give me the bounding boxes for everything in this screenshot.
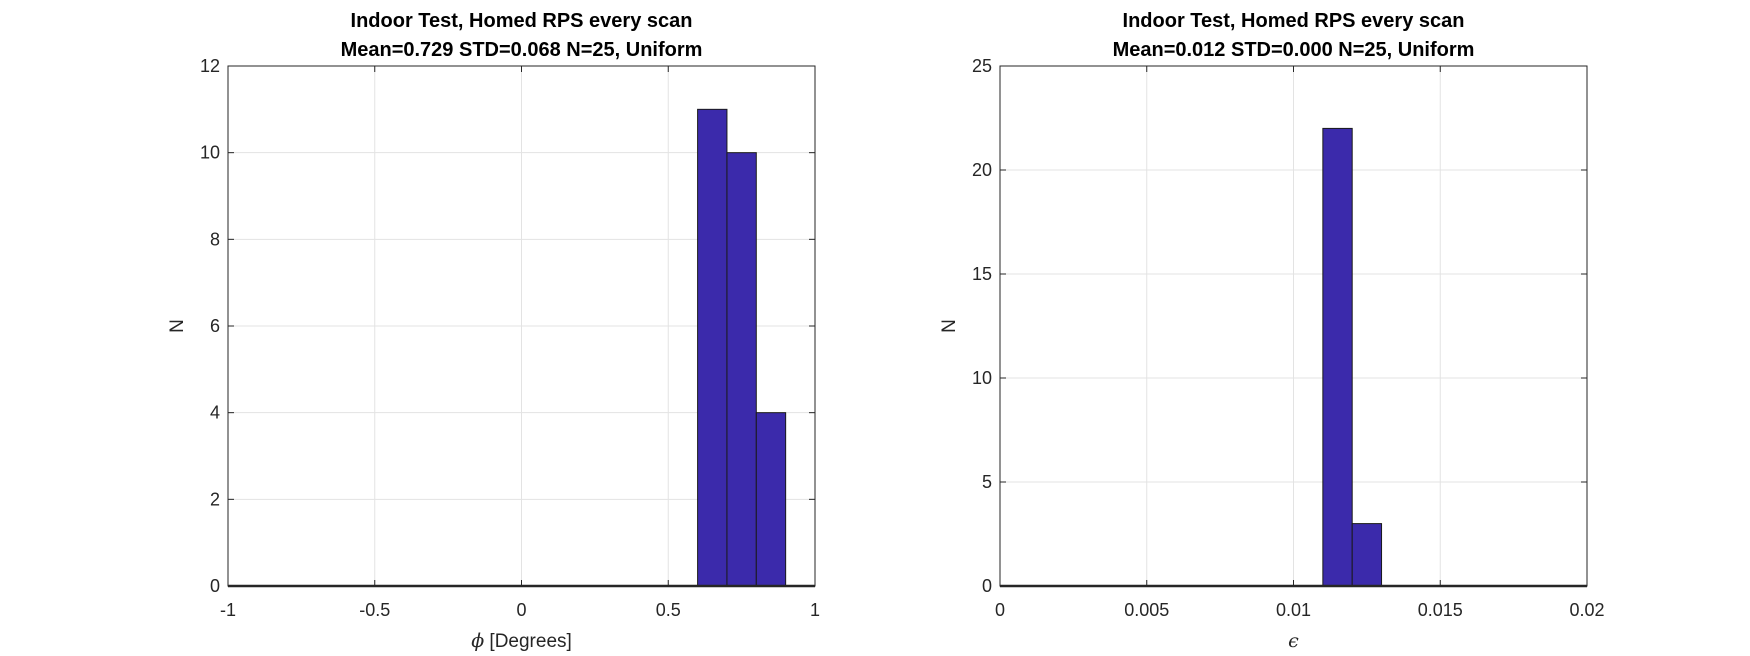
x-tick-label: 0.5 <box>656 600 681 620</box>
y-tick-label: 15 <box>972 264 992 284</box>
histogram-bar <box>726 152 757 587</box>
y-tick-label: 8 <box>210 229 220 249</box>
x-axis-label: ϵ <box>1288 630 1299 652</box>
y-tick-label: 0 <box>210 576 220 596</box>
x-tick-label: -1 <box>220 600 236 620</box>
y-tick-label: 10 <box>972 368 992 388</box>
x-tick-label: 0.02 <box>1569 600 1604 620</box>
y-tick-label: 0 <box>982 576 992 596</box>
histogram-bar <box>697 108 728 587</box>
x-tick-label: 0 <box>995 600 1005 620</box>
x-tick-label: -0.5 <box>359 600 390 620</box>
chart-title: Indoor Test, Homed RPS every scan <box>351 10 693 32</box>
y-tick-label: 2 <box>210 489 220 509</box>
y-axis-label: N <box>167 319 188 333</box>
x-tick-label: 0.015 <box>1418 600 1463 620</box>
y-tick-label: 10 <box>200 143 220 163</box>
x-tick-label: 0.005 <box>1124 600 1169 620</box>
x-axis-label: ϕ [Degrees] <box>471 630 572 652</box>
y-tick-label: 25 <box>972 56 992 76</box>
histogram-bar <box>755 412 787 587</box>
y-tick-label: 6 <box>210 316 220 336</box>
x-tick-label: 0 <box>516 600 526 620</box>
histogram-bar <box>1322 127 1353 587</box>
x-tick-label: 1 <box>810 600 820 620</box>
x-tick-label: 0.01 <box>1276 600 1311 620</box>
chart-subtitle: Mean=0.729 STD=0.068 N=25, Uniform <box>341 39 703 61</box>
chart-panel-2: 0 0.005 0.01 0.015 0.02 0 5 10 15 20 25 Indoor Test… <box>939 10 1605 652</box>
chart-title: Indoor Test, Homed RPS every scan <box>1123 10 1465 32</box>
y-tick-label: 5 <box>982 472 992 492</box>
y-tick-label: 12 <box>200 56 220 76</box>
histogram-bar <box>1351 523 1383 587</box>
y-tick-label: 4 <box>210 403 220 423</box>
y-axis-label: N <box>939 319 960 333</box>
y-tick-label: 20 <box>972 160 992 180</box>
chart-subtitle: Mean=0.012 STD=0.000 N=25, Uniform <box>1113 39 1475 61</box>
